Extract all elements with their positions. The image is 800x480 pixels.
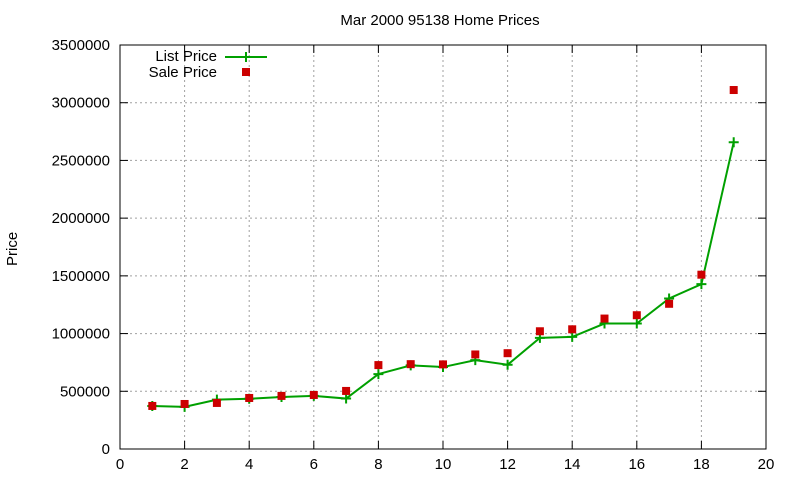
y-tick-label: 1000000	[52, 326, 110, 343]
x-tick-label: 8	[374, 456, 382, 473]
data-series	[147, 86, 739, 412]
x-tick-label: 6	[310, 456, 318, 473]
sale-price-point	[697, 270, 706, 279]
chart-title: Mar 2000 95138 Home Prices	[340, 12, 540, 29]
y-tick-label: 3000000	[52, 95, 110, 112]
list-price-point	[728, 137, 739, 148]
x-tick-label: 16	[628, 456, 645, 473]
list-price-point	[502, 359, 513, 370]
sale-price-point	[245, 393, 254, 402]
sale-price-point	[342, 386, 351, 395]
sale-price-point	[568, 325, 577, 334]
list-price-point	[341, 393, 352, 404]
x-tick-label: 14	[564, 456, 581, 473]
list-price-point	[696, 279, 707, 290]
sale-price-point	[503, 349, 512, 358]
sale-price-point	[406, 360, 415, 369]
list-price-point	[567, 331, 578, 342]
y-tick-label: 1500000	[52, 268, 110, 285]
legend: List Price Sale Price	[149, 48, 267, 81]
list-price-point	[373, 369, 384, 380]
sale-price-point	[439, 360, 447, 369]
x-tick-label: 2	[180, 456, 188, 473]
sale-price-point	[665, 299, 674, 308]
sale-price-point	[148, 401, 157, 410]
list-price-point	[631, 318, 642, 329]
sale-price-point	[535, 327, 544, 336]
y-tick-label: 2500000	[52, 152, 110, 169]
y-tick-label: 3500000	[52, 37, 110, 54]
legend-list-price-label: List Price	[155, 48, 217, 65]
y-tick-label: 0	[102, 441, 110, 458]
x-tick-label: 4	[245, 456, 253, 473]
x-tick-label: 18	[693, 456, 710, 473]
sale-price-point	[309, 390, 318, 399]
x-tick-label: 12	[499, 456, 516, 473]
sale-price-point	[374, 361, 383, 370]
y-tick-label: 500000	[60, 383, 110, 400]
legend-plus-icon	[241, 52, 251, 62]
sale-price-point	[212, 398, 221, 407]
x-tick-label: 10	[435, 456, 452, 473]
legend-square-icon	[242, 68, 250, 76]
grid-lines	[120, 45, 766, 449]
sale-price-point	[632, 311, 641, 320]
sale-price-point	[471, 350, 480, 359]
sale-price-point	[180, 399, 189, 408]
x-tick-label: 0	[116, 456, 124, 473]
axis-ticks: 0 500000 1000000 1500000 2000000 2500000 30000…	[52, 37, 775, 473]
legend-sale-price-label: Sale Price	[149, 64, 217, 81]
y-tick-label: 2000000	[52, 210, 110, 227]
sale-price-point	[277, 391, 286, 400]
x-tick-label: 20	[758, 456, 775, 473]
sale-price-point	[600, 314, 609, 323]
sale-price-point	[729, 86, 738, 95]
